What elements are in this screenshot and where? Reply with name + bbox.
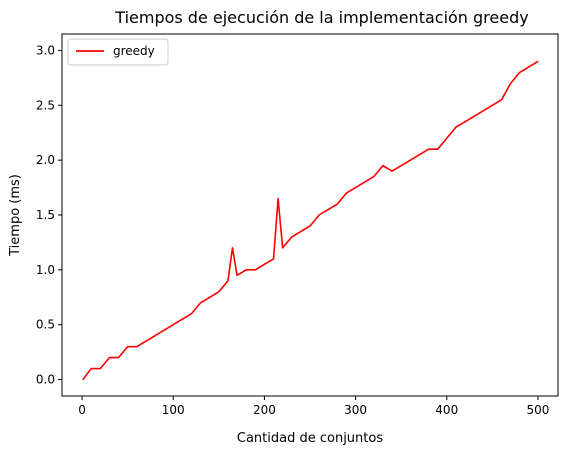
data-point (154, 335, 156, 337)
data-point (286, 241, 288, 244)
plot-area (82, 60, 539, 381)
data-point (277, 197, 279, 200)
data-point (117, 357, 120, 359)
x-tick-label: 100 (162, 403, 185, 417)
data-point (491, 104, 493, 106)
data-point (163, 329, 165, 331)
data-point (464, 121, 466, 123)
data-point (231, 247, 234, 249)
x-axis-label: Cantidad de conjuntos (237, 431, 383, 446)
data-point (409, 159, 411, 161)
data-point (263, 263, 266, 265)
data-point (254, 269, 256, 271)
data-point (282, 247, 284, 249)
y-tick-label: 0.0 (36, 373, 55, 387)
data-point (455, 126, 457, 128)
data-point (327, 208, 329, 211)
legend-box (67, 38, 169, 66)
data-point (437, 148, 439, 150)
x-tick-label: 300 (344, 403, 367, 417)
data-point (127, 346, 129, 348)
data-point (364, 181, 366, 183)
x-tick-label: 200 (253, 403, 276, 417)
data-point (309, 225, 311, 227)
data-point (382, 165, 384, 167)
data-point (446, 137, 448, 139)
y-tick-label: 1.0 (36, 263, 55, 277)
data-point (528, 66, 530, 68)
x-axis: 0 100 200 300 400 500 (78, 396, 549, 417)
data-point (509, 82, 512, 84)
data-point (272, 258, 275, 260)
y-axis: 0.0 0.5 1.0 1.5 2.0 2.5 3.0 (36, 43, 62, 387)
data-point (291, 236, 293, 238)
data-point (245, 269, 247, 271)
data-point (427, 148, 430, 150)
y-tick-label: 1.5 (36, 208, 55, 222)
data-point (172, 324, 174, 326)
data-point (391, 170, 393, 172)
data-point (190, 313, 193, 315)
data-point (236, 274, 238, 276)
data-point (99, 367, 101, 370)
y-tick-label: 2.0 (36, 153, 55, 167)
x-tick-label: 0 (78, 403, 86, 417)
data-point (227, 280, 229, 282)
data-point (473, 115, 475, 117)
data-point (418, 154, 421, 156)
x-tick-label: 400 (435, 403, 458, 417)
data-point (145, 340, 147, 342)
data-point (336, 203, 338, 205)
data-point (300, 230, 302, 233)
y-tick-label: 2.5 (36, 98, 55, 112)
data-point (482, 110, 484, 112)
data-point (218, 291, 220, 293)
data-point (181, 318, 183, 320)
data-point (519, 71, 521, 73)
data-point (537, 60, 539, 63)
data-point (354, 186, 357, 189)
data-point (373, 176, 375, 178)
data-point (90, 367, 92, 370)
chart-title: Tiempos de ejecución de la implementació… (114, 8, 528, 27)
legend-label-greedy: greedy (113, 44, 155, 58)
data-point (500, 99, 503, 101)
y-tick-label: 3.0 (36, 43, 55, 57)
series-line-greedy (82, 60, 539, 381)
data-point (199, 302, 202, 304)
data-point (136, 346, 138, 348)
legend: greedy (67, 38, 169, 66)
data-point (108, 357, 111, 359)
y-tick-label: 0.5 (36, 318, 55, 332)
y-axis-label: Tiempo (ms) (8, 174, 23, 257)
data-point (209, 296, 211, 298)
data-point (345, 192, 348, 194)
data-point (318, 214, 320, 216)
data-point (82, 378, 84, 381)
data-point (400, 165, 402, 167)
x-tick-label: 500 (526, 403, 549, 417)
